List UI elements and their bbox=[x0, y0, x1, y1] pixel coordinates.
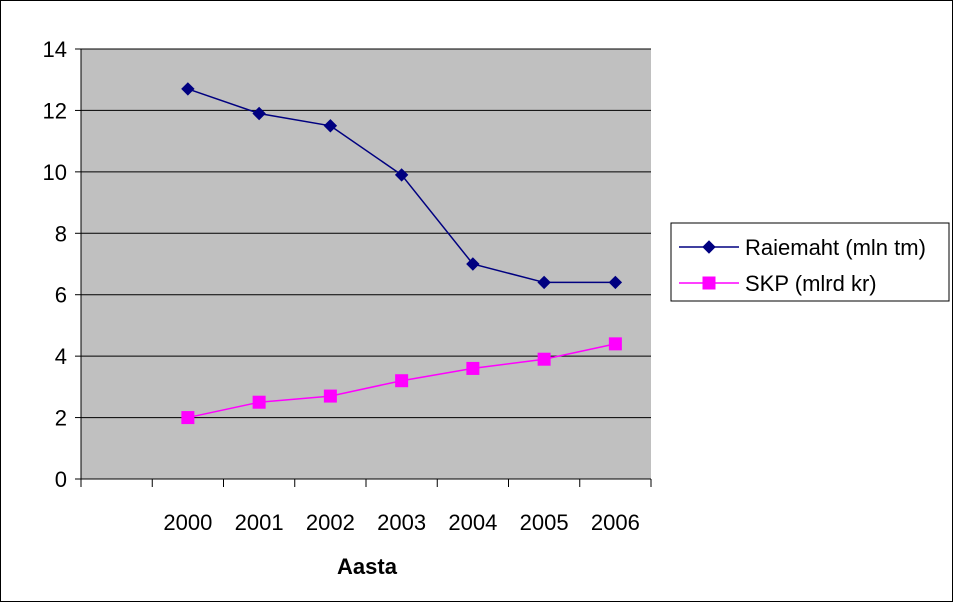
y-tick-label: 0 bbox=[55, 467, 67, 492]
gridlines bbox=[81, 48, 651, 419]
data-point bbox=[252, 395, 266, 409]
data-point bbox=[181, 82, 195, 96]
legend-box bbox=[670, 222, 950, 302]
data-point bbox=[608, 275, 623, 290]
y-tick-label: 4 bbox=[55, 344, 67, 369]
x-axis-ticks: 2000 2001 2002 2003 2004 2005 2006 bbox=[80, 479, 652, 535]
legend-marker bbox=[702, 240, 716, 254]
data-point bbox=[252, 106, 266, 121]
legend-item: SKP (mlrd kr) bbox=[679, 271, 877, 296]
data-point bbox=[537, 275, 551, 290]
data-point bbox=[466, 361, 480, 375]
data-point bbox=[181, 411, 195, 425]
data-point bbox=[323, 119, 338, 133]
series-layer bbox=[181, 82, 623, 425]
legend-marker bbox=[702, 276, 716, 290]
plot-area bbox=[81, 49, 651, 479]
y-tick-label: 12 bbox=[43, 98, 67, 123]
data-point bbox=[394, 168, 409, 182]
data-point bbox=[466, 257, 480, 271]
data-point bbox=[537, 352, 551, 366]
y-tick-label: 14 bbox=[43, 37, 67, 62]
legend: Raiemaht (mln tm) SKP (mlrd kr) bbox=[670, 222, 950, 302]
x-axis-title: Aasta bbox=[337, 554, 398, 579]
series-2 bbox=[181, 337, 622, 425]
x-tick-label: 2000 bbox=[163, 510, 212, 535]
y-axis-ticks: 0 2 4 6 8 10 12 14 bbox=[43, 37, 81, 492]
data-point bbox=[323, 389, 337, 403]
x-tick-label: 2002 bbox=[306, 510, 355, 535]
legend-label: Raiemaht (mln tm) bbox=[745, 235, 926, 260]
y-tick-label: 10 bbox=[43, 160, 67, 185]
x-tick-label: 2006 bbox=[591, 510, 640, 535]
x-tick-label: 2005 bbox=[520, 510, 569, 535]
y-tick-label: 6 bbox=[55, 283, 67, 308]
legend-item: Raiemaht (mln tm) bbox=[679, 235, 926, 260]
data-point bbox=[395, 374, 409, 388]
series-1 bbox=[181, 82, 623, 290]
legend-label: SKP (mlrd kr) bbox=[745, 271, 877, 296]
x-tick-label: 2001 bbox=[235, 510, 284, 535]
data-point bbox=[608, 337, 622, 351]
y-tick-label: 2 bbox=[55, 406, 67, 431]
x-tick-label: 2004 bbox=[448, 510, 497, 535]
y-tick-label: 8 bbox=[55, 221, 67, 246]
x-tick-label: 2003 bbox=[377, 510, 426, 535]
